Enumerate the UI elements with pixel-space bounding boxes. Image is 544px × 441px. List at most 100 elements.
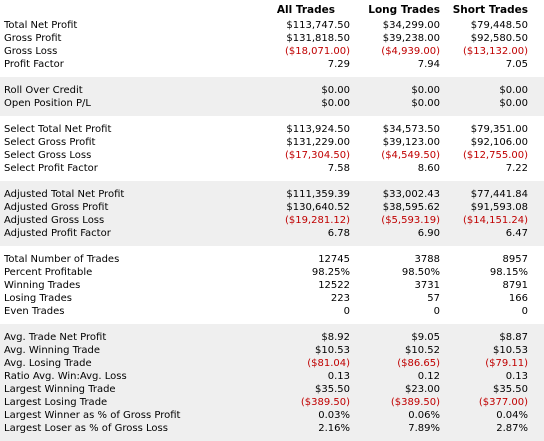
row-value: 7.94 bbox=[417, 58, 440, 70]
row-label: Adjusted Gross Loss bbox=[4, 214, 105, 226]
row-value: $111,359.39 bbox=[286, 188, 350, 200]
row-label: Select Gross Loss bbox=[4, 149, 92, 161]
row-value: $10.53 bbox=[493, 344, 528, 356]
row-value: 0.03% bbox=[318, 409, 350, 421]
row-value: $8.87 bbox=[499, 331, 528, 343]
row-value: ($4,549.50) bbox=[381, 149, 440, 161]
row-value: $35.50 bbox=[493, 383, 528, 395]
row-label: Gross Loss bbox=[4, 45, 58, 57]
row-value: $0.00 bbox=[499, 97, 528, 109]
row-label: Avg. Winning Trade bbox=[4, 344, 101, 356]
row-value: 7.05 bbox=[505, 58, 528, 70]
row-value: 0.06% bbox=[408, 409, 440, 421]
row-value: $35.50 bbox=[315, 383, 350, 395]
row-value: $131,818.50 bbox=[286, 32, 350, 44]
row-value: ($79.11) bbox=[485, 357, 528, 369]
row-value: 0.12 bbox=[417, 370, 440, 382]
row-value: 7.22 bbox=[505, 162, 528, 174]
row-value: $77,441.84 bbox=[470, 188, 528, 200]
row-value: $79,448.50 bbox=[470, 19, 528, 31]
row-label: Gross Profit bbox=[4, 32, 62, 44]
row-label: Largest Losing Trade bbox=[4, 396, 108, 408]
row-label: Avg. Trade Net Profit bbox=[4, 331, 107, 343]
row-band bbox=[0, 324, 544, 441]
row-label: Total Number of Trades bbox=[4, 253, 120, 265]
row-value: $91,593.08 bbox=[470, 201, 528, 213]
row-value: 8.60 bbox=[417, 162, 440, 174]
row-value: 8791 bbox=[502, 279, 528, 291]
row-value: $8.92 bbox=[321, 331, 350, 343]
row-value: 2.16% bbox=[318, 422, 350, 434]
row-value: ($389.50) bbox=[300, 396, 350, 408]
row-value: $23.00 bbox=[405, 383, 440, 395]
row-value: 0.04% bbox=[496, 409, 528, 421]
row-label: Select Profit Factor bbox=[4, 162, 98, 174]
row-label: Percent Profitable bbox=[4, 266, 93, 278]
row-value: 12745 bbox=[318, 253, 350, 265]
row-value: $0.00 bbox=[499, 84, 528, 96]
row-band bbox=[0, 77, 544, 116]
row-value: $0.00 bbox=[321, 84, 350, 96]
row-value: 6.47 bbox=[505, 227, 528, 239]
row-value: $10.53 bbox=[315, 344, 350, 356]
row-label: Even Trades bbox=[4, 305, 65, 317]
column-header: Long Trades bbox=[368, 3, 440, 16]
row-value: 7.89% bbox=[408, 422, 440, 434]
row-value: ($12,755.00) bbox=[462, 149, 528, 161]
row-value: ($18,071.00) bbox=[284, 45, 350, 57]
row-label: Winning Trades bbox=[4, 279, 81, 291]
row-label: Select Gross Profit bbox=[4, 136, 96, 148]
row-value: 2.87% bbox=[496, 422, 528, 434]
row-value: 12522 bbox=[318, 279, 350, 291]
row-value: 3731 bbox=[414, 279, 440, 291]
row-value: 3788 bbox=[414, 253, 440, 265]
row-label: Largest Loser as % of Gross Loss bbox=[4, 422, 168, 434]
row-value: 98.25% bbox=[311, 266, 350, 278]
row-value: 0 bbox=[521, 305, 528, 317]
row-value: $130,640.52 bbox=[286, 201, 350, 213]
column-header: All Trades bbox=[276, 3, 335, 16]
row-value: $9.05 bbox=[411, 331, 440, 343]
row-value: 7.29 bbox=[327, 58, 350, 70]
row-value: $38,595.62 bbox=[382, 201, 440, 213]
row-value: ($86.65) bbox=[397, 357, 440, 369]
row-value: $0.00 bbox=[411, 84, 440, 96]
row-value: 0 bbox=[433, 305, 440, 317]
row-value: $92,580.50 bbox=[470, 32, 528, 44]
row-label: Select Total Net Profit bbox=[4, 123, 112, 135]
row-label: Total Net Profit bbox=[4, 19, 78, 31]
row-label: Largest Winning Trade bbox=[4, 383, 116, 395]
row-label: Losing Trades bbox=[4, 292, 72, 304]
row-value: 0.13 bbox=[327, 370, 350, 382]
row-value: 98.15% bbox=[489, 266, 528, 278]
row-value: ($13,132.00) bbox=[462, 45, 528, 57]
row-value: 6.78 bbox=[327, 227, 350, 239]
row-band bbox=[0, 181, 544, 246]
row-value: $131,229.00 bbox=[286, 136, 350, 148]
column-header: Short Trades bbox=[452, 3, 528, 16]
row-label: Largest Winner as % of Gross Profit bbox=[4, 409, 181, 421]
row-label: Open Position P/L bbox=[4, 97, 91, 109]
row-label: Roll Over Credit bbox=[4, 84, 83, 96]
row-value: $113,747.50 bbox=[286, 19, 350, 31]
row-value: ($17,304.50) bbox=[284, 149, 350, 161]
row-value: $34,573.50 bbox=[382, 123, 440, 135]
row-value: ($377.00) bbox=[478, 396, 528, 408]
row-value: $33,002.43 bbox=[382, 188, 440, 200]
row-value: 6.90 bbox=[417, 227, 440, 239]
row-value: $34,299.00 bbox=[382, 19, 440, 31]
row-value: $39,238.00 bbox=[382, 32, 440, 44]
row-label: Avg. Losing Trade bbox=[4, 357, 92, 369]
row-value: 166 bbox=[508, 292, 528, 304]
row-value: ($389.50) bbox=[390, 396, 440, 408]
row-value: $113,924.50 bbox=[286, 123, 350, 135]
row-value: $0.00 bbox=[411, 97, 440, 109]
row-label: Ratio Avg. Win:Avg. Loss bbox=[4, 370, 127, 382]
row-value: 7.58 bbox=[327, 162, 350, 174]
row-value: $10.52 bbox=[405, 344, 440, 356]
row-value: $92,106.00 bbox=[470, 136, 528, 148]
row-label: Adjusted Profit Factor bbox=[4, 227, 111, 239]
row-value: 57 bbox=[427, 292, 440, 304]
row-value: 8957 bbox=[502, 253, 528, 265]
